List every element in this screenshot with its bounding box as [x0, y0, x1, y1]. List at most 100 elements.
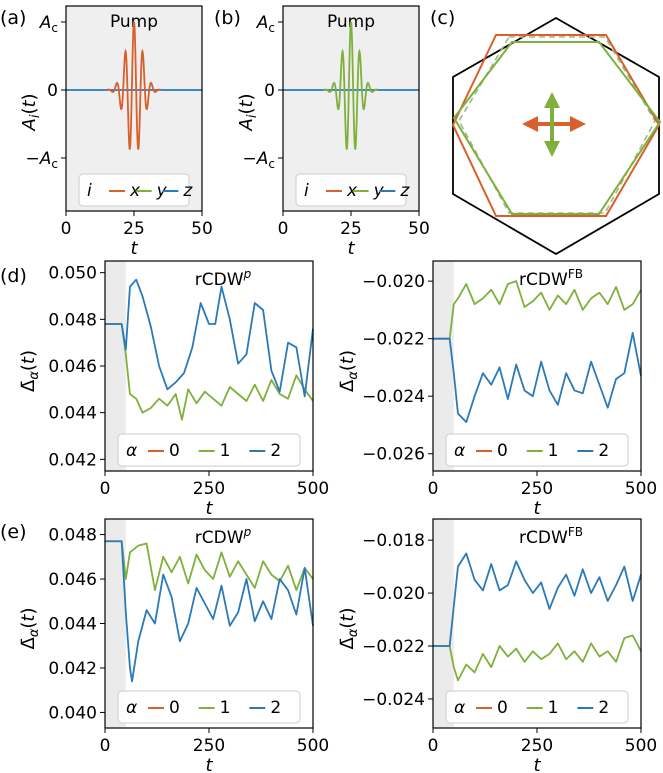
series-1-line [433, 634, 642, 682]
rcdw-p-panel-e: rCDWp 0.040 0.042 0.044 0.046 0.048 0 250 500 t Δ̄… [18, 518, 329, 773]
orange-hexagon [451, 34, 661, 217]
xtick-label: 0 [428, 479, 439, 499]
ytick-label: 0.050 [48, 264, 97, 284]
xlabel: t [130, 238, 138, 259]
legend-entry-2: 2 [270, 698, 281, 718]
legend-prefix: α [126, 441, 137, 461]
panel-label-e: (e) [0, 521, 27, 543]
ytick-label: −0.022 [362, 637, 425, 657]
legend-entry-2: 2 [598, 698, 609, 718]
legend-box [295, 173, 407, 207]
pump-window-shade [433, 519, 454, 728]
panel-title: rCDWp [195, 267, 252, 290]
ytick-label: 0 [264, 81, 275, 101]
legend-entry-1: 1 [548, 698, 559, 718]
ylabel: Δ̄α(t) [18, 607, 42, 649]
ytick-label: −Ac [26, 149, 58, 171]
rcdw-p-panel-d: rCDWp 0.042 0.044 0.046 0.048 0.050 0 250 500 t Δ̄… [18, 260, 329, 519]
series-x-line [106, 21, 162, 151]
arrow-left [522, 116, 538, 132]
legend-entry-1: 1 [220, 441, 231, 461]
ytick-label: 0.046 [48, 357, 97, 377]
ytick-label: −0.018 [362, 531, 425, 551]
legend-entry-x: x [129, 181, 141, 201]
series-2-line [105, 540, 314, 683]
pump-window-shade [433, 261, 454, 471]
series-2-line [433, 332, 642, 423]
xlabel: t [205, 498, 213, 519]
legend-entry-z: z [182, 181, 193, 201]
legend-entry-2: 2 [598, 441, 609, 461]
ytick-label: 0.048 [48, 526, 97, 546]
panel-title: rCDWFB [519, 525, 583, 548]
xtick-label: 500 [297, 736, 329, 756]
series-1-line [433, 280, 642, 340]
panel-label-b: (b) [214, 7, 241, 29]
ytick-label: 0.048 [48, 310, 97, 330]
xtick-label: 0 [428, 736, 439, 756]
arrow-down [544, 141, 560, 157]
xlabel: t [533, 755, 541, 773]
xtick-label: 25 [123, 219, 145, 239]
ylabel: Δ̄α(t) [337, 350, 361, 392]
legend-box [78, 173, 190, 207]
panel-label-d: (d) [0, 265, 27, 287]
legend-entry-z: z [399, 181, 410, 201]
xtick-label: 50 [408, 219, 430, 239]
outer-hexagon [452, 16, 660, 256]
ytick-label: −Ac [243, 149, 275, 171]
ytick-label: 0.044 [48, 615, 97, 635]
ytick-label: −0.022 [362, 330, 425, 350]
ytick-label: −0.024 [362, 387, 425, 407]
xtick-label: 250 [521, 736, 553, 756]
xtick-label: 0 [100, 736, 111, 756]
legend-entry-2: 2 [270, 441, 281, 461]
panel-title: rCDWFB [519, 267, 583, 290]
ylabel: Ai(t) [236, 93, 260, 131]
legend-prefix: α [454, 441, 465, 461]
ytick-label: −0.024 [362, 690, 425, 710]
series-2-line [433, 552, 642, 647]
legend-entry-1: 1 [548, 441, 559, 461]
xtick-label: 25 [340, 219, 362, 239]
rcdw-fb-panel-d: rCDWFB −0.026 −0.024 −0.022 −0.020 0 250 500 t Δ̄… [337, 260, 657, 519]
xtick-label: 500 [625, 736, 657, 756]
legend-entry-0: 0 [169, 441, 180, 461]
legend-entry-0: 0 [497, 441, 508, 461]
legend-entry-1: 1 [220, 698, 231, 718]
legend-prefix: α [454, 698, 465, 718]
ytick-label: 0.042 [48, 659, 97, 679]
xtick-label: 250 [193, 736, 225, 756]
ytick-label: −0.020 [362, 584, 425, 604]
xtick-label: 500 [297, 479, 329, 499]
series-1-line [105, 540, 314, 592]
xtick-label: 0 [278, 219, 289, 239]
rcdw-fb-panel-e: rCDWFB −0.024 −0.022 −0.020 −0.018 0 250 500 t Δ̄… [337, 518, 657, 773]
ylabel: Δ̄α(t) [337, 607, 361, 649]
xtick-label: 500 [625, 479, 657, 499]
fermi-surface-diagram [451, 16, 662, 256]
xtick-label: 250 [193, 479, 225, 499]
arrow-up [544, 92, 560, 108]
xlabel: t [347, 238, 355, 259]
panel-title: rCDWp [195, 525, 252, 548]
pump-window-shade [105, 519, 126, 728]
ytick-label: 0 [47, 81, 58, 101]
green-hexagon [452, 41, 662, 215]
xtick-label: 0 [61, 219, 72, 239]
legend-prefix: i [304, 181, 309, 201]
xtick-label: 250 [521, 479, 553, 499]
legend-prefix: i [87, 181, 92, 201]
panel-label-c: (c) [430, 7, 455, 29]
ytick-label: 0.046 [48, 570, 97, 590]
legend-entry-0: 0 [497, 698, 508, 718]
dashed-hexagon [458, 36, 656, 214]
ytick-label: Ac [256, 13, 275, 35]
xlabel: t [533, 498, 541, 519]
legend-entry-y: y [156, 181, 168, 201]
ytick-label: 0.044 [48, 404, 97, 424]
ytick-label: 0.040 [48, 703, 97, 723]
